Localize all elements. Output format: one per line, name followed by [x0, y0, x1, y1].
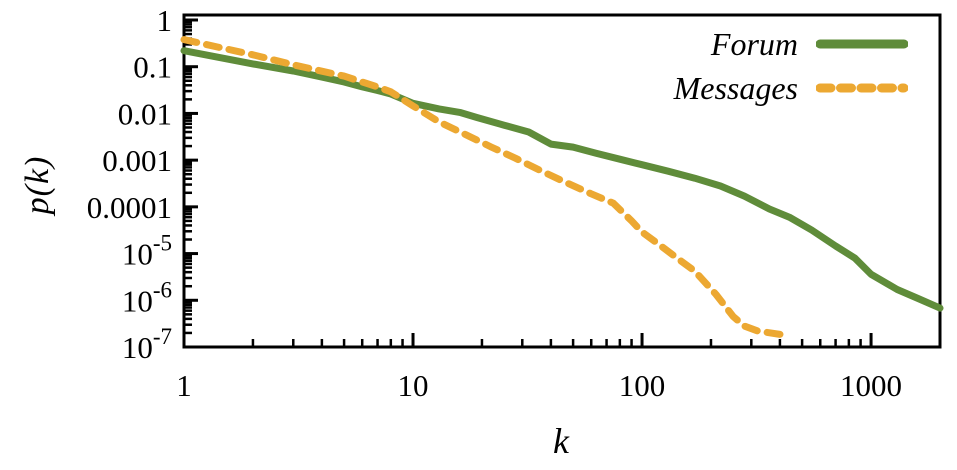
- y-tick-label: 0.1: [133, 50, 172, 85]
- x-tick-label: 1000: [840, 368, 902, 403]
- y-tick-label: 1: [157, 3, 173, 38]
- x-axis-title: k: [553, 420, 569, 462]
- legend-row-forum: Forum: [674, 22, 908, 66]
- y-tick-label: 10-5: [122, 231, 172, 272]
- x-tick-label: 10: [398, 368, 429, 403]
- legend: Forum Messages: [674, 22, 908, 110]
- legend-line-sample-forum: [816, 39, 908, 49]
- y-tick-label: 10-7: [122, 324, 172, 365]
- x-tick-label: 1: [176, 368, 192, 403]
- series-line-forum: [180, 47, 944, 312]
- series-line-messages: [180, 36, 789, 339]
- legend-label-messages: Messages: [673, 70, 798, 106]
- y-tick-label: 10-6: [122, 277, 172, 318]
- legend-label-forum: Forum: [710, 26, 798, 62]
- legend-row-messages: Messages: [674, 66, 908, 110]
- legend-line-sample-messages: [816, 83, 908, 93]
- y-tick-label: 0.01: [118, 96, 172, 131]
- x-axis-title-text: k: [553, 421, 569, 461]
- plot-border: [182, 13, 942, 349]
- y-axis-title-text: p(k): [19, 155, 56, 215]
- y-axis-title: p(k): [19, 156, 57, 215]
- x-tick-label: 100: [619, 368, 666, 403]
- y-tick-label: 0.0001: [87, 190, 172, 225]
- y-tick-label: 0.001: [102, 143, 172, 178]
